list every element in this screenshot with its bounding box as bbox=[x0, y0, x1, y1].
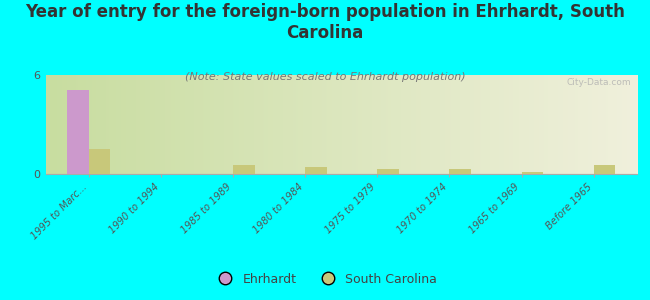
Bar bbox=[67, 90, 89, 174]
Bar bbox=[233, 165, 255, 174]
Legend: Ehrhardt, South Carolina: Ehrhardt, South Carolina bbox=[208, 268, 442, 291]
Bar bbox=[521, 172, 543, 174]
Bar bbox=[449, 169, 471, 174]
Bar bbox=[89, 149, 111, 174]
Text: (Note: State values scaled to Ehrhardt population): (Note: State values scaled to Ehrhardt p… bbox=[185, 72, 465, 82]
Bar bbox=[593, 165, 616, 174]
Bar bbox=[377, 169, 399, 174]
Bar bbox=[306, 167, 327, 174]
Text: Year of entry for the foreign-born population in Ehrhardt, South
Carolina: Year of entry for the foreign-born popul… bbox=[25, 3, 625, 42]
Text: City-Data.com: City-Data.com bbox=[566, 78, 631, 87]
